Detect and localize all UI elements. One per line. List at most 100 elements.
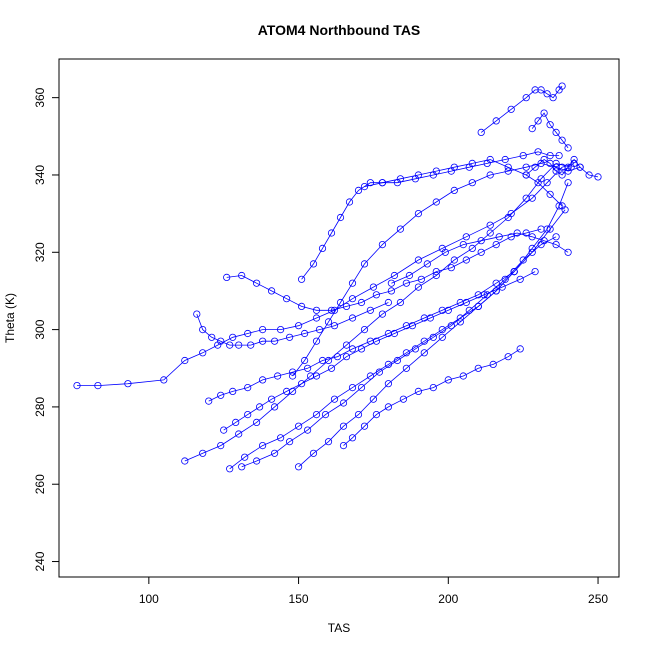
data-point [486, 155, 494, 164]
data-point [399, 395, 407, 403]
series-line [292, 162, 581, 377]
data-point [312, 372, 321, 380]
data-point [492, 241, 500, 249]
data-point [558, 202, 566, 210]
data-point [507, 233, 515, 241]
data-point [378, 241, 386, 249]
data-point [504, 353, 512, 361]
data-point [468, 179, 476, 187]
series-2 [226, 206, 569, 473]
data-point [447, 264, 455, 272]
data-point [124, 380, 132, 388]
data-point [303, 426, 312, 434]
data-point [255, 403, 264, 411]
data-point [459, 241, 467, 249]
data-point [303, 364, 312, 372]
data-point [456, 314, 464, 322]
data-point [276, 434, 285, 442]
data-point [387, 287, 395, 295]
data-point [258, 337, 267, 345]
data-point [339, 441, 348, 450]
data-point [253, 418, 261, 426]
data-point [456, 318, 464, 326]
series-line [77, 163, 575, 387]
chart-title: ATOM4 Northbound TAS [258, 22, 421, 38]
data-point [297, 380, 306, 388]
data-point [378, 310, 386, 318]
data-point [522, 94, 530, 102]
data-point [486, 221, 494, 229]
data-point [414, 256, 422, 264]
series-7 [339, 345, 524, 450]
data-point [288, 368, 297, 376]
data-point [522, 194, 530, 202]
data-point [360, 325, 369, 334]
series-line [364, 159, 563, 207]
data-point [229, 333, 237, 341]
data-point [528, 244, 536, 252]
data-point [208, 333, 216, 341]
series-line [525, 158, 599, 178]
data-point [199, 325, 207, 334]
data-point [414, 283, 422, 291]
data-point [181, 356, 189, 365]
data-point [516, 345, 524, 353]
data-point [309, 449, 318, 457]
data-point [396, 175, 404, 183]
data-point [594, 173, 602, 181]
data-point [504, 167, 512, 175]
data-point [348, 383, 357, 392]
data-point [327, 364, 336, 372]
data-point [510, 267, 518, 276]
data-point [543, 179, 551, 187]
data-point [513, 229, 521, 237]
data-point [360, 422, 369, 430]
data-point [193, 310, 201, 318]
y-tick-label: 320 [33, 242, 47, 262]
series-line [298, 182, 569, 468]
series-11 [220, 267, 539, 434]
data-point [336, 298, 345, 307]
data-point [438, 333, 446, 341]
data-point [360, 260, 369, 268]
series-line [241, 236, 557, 468]
data-point [318, 356, 327, 365]
data-point [552, 128, 560, 136]
data-point [244, 410, 252, 419]
data-point [312, 314, 321, 322]
data-point [199, 349, 207, 357]
data-point [270, 403, 279, 411]
data-point [432, 198, 440, 206]
data-point [235, 430, 243, 438]
data-point [546, 159, 554, 167]
data-point [244, 329, 252, 338]
series-0 [73, 159, 578, 390]
data-point [531, 267, 539, 276]
series-line [184, 162, 572, 462]
data-point [516, 275, 524, 283]
data-point [465, 306, 473, 314]
y-axis: 240 260 280 300 320 340 360 [33, 87, 59, 572]
series-8 [193, 298, 392, 349]
x-tick-label: 100 [139, 592, 159, 606]
data-point [390, 271, 398, 280]
data-point [450, 163, 458, 171]
data-point [276, 325, 285, 334]
data-point [366, 372, 374, 380]
data-point [477, 237, 485, 245]
data-point [414, 210, 422, 218]
data-point [507, 105, 515, 113]
y-tick-label: 260 [33, 474, 47, 494]
data-point [160, 376, 168, 384]
data-point [378, 179, 386, 187]
data-point [354, 186, 363, 194]
data-point [414, 387, 422, 395]
data-point [540, 155, 548, 164]
data-point [232, 418, 240, 426]
series-line [229, 209, 566, 470]
data-point [348, 279, 357, 287]
data-point [270, 449, 279, 457]
data-point [300, 356, 309, 365]
data-point [330, 322, 339, 330]
data-point [477, 128, 485, 136]
